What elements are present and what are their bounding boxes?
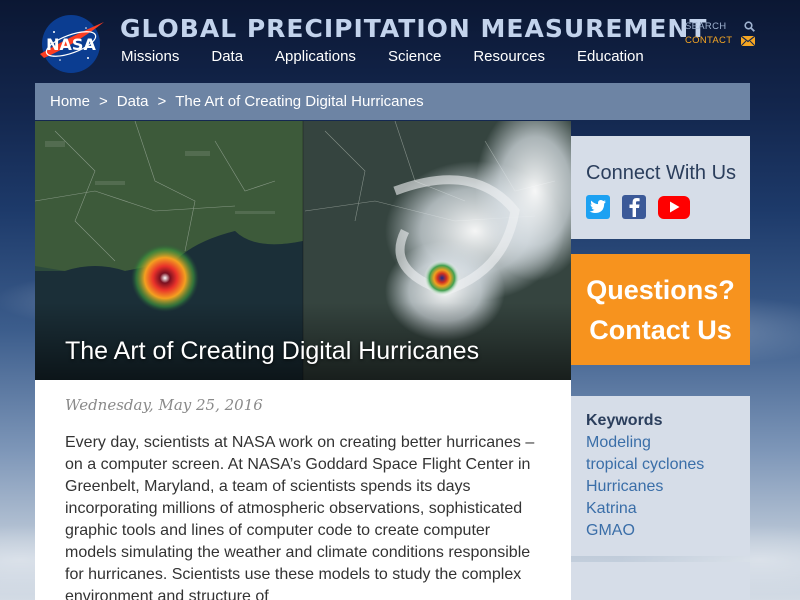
nav-data[interactable]: Data xyxy=(211,48,244,65)
breadcrumb-separator: > xyxy=(157,93,167,110)
search-icon[interactable] xyxy=(744,21,755,32)
site-title[interactable]: GLOBAL PRECIPITATION MEASUREMENT xyxy=(120,14,708,43)
nasa-logo[interactable]: NASA xyxy=(36,14,106,74)
article-title: The Art of Creating Digital Hurricanes xyxy=(65,337,480,365)
site-header: NASA GLOBAL PRECIPITATION MEASUREMENT Mi… xyxy=(0,0,800,82)
connect-title: Connect With Us xyxy=(586,162,737,184)
breadcrumb: Home > Data > The Art of Creating Digita… xyxy=(35,83,750,120)
breadcrumb-home[interactable]: Home xyxy=(50,93,91,110)
search-link[interactable]: SEARCH xyxy=(685,21,727,32)
keywords-panel: Keywords Modeling tropical cyclones Hurr… xyxy=(571,396,750,556)
nav-missions[interactable]: Missions xyxy=(121,48,180,65)
keyword-link[interactable]: GMAO xyxy=(586,522,635,539)
contact-link[interactable]: CONTACT xyxy=(685,35,733,46)
sidebar-panel xyxy=(571,562,750,600)
nav-resources[interactable]: Resources xyxy=(473,48,546,65)
breadcrumb-data[interactable]: Data xyxy=(116,93,149,110)
keywords-title: Keywords xyxy=(586,412,663,429)
keyword-link[interactable]: tropical cyclones xyxy=(586,456,705,473)
main-nav: Missions Data Applications Science Resou… xyxy=(121,48,676,65)
nav-applications[interactable]: Applications xyxy=(275,48,356,65)
breadcrumb-current: The Art of Creating Digital Hurricanes xyxy=(175,93,424,110)
facebook-icon[interactable] xyxy=(622,195,646,219)
nasa-logo-text: NASA xyxy=(46,35,96,54)
keyword-link[interactable]: Katrina xyxy=(586,500,637,517)
keyword-link[interactable]: Modeling xyxy=(586,434,651,451)
nav-education[interactable]: Education xyxy=(577,48,644,65)
breadcrumb-separator: > xyxy=(99,93,108,110)
envelope-icon[interactable] xyxy=(741,35,755,46)
article-date: Wednesday, May 25, 2016 xyxy=(65,396,263,414)
utility-links: SEARCH CONTACT xyxy=(685,20,755,48)
youtube-icon[interactable] xyxy=(658,195,690,219)
hurricane-satellite-image xyxy=(35,121,571,380)
hero-image: The Art of Creating Digital Hurricanes xyxy=(35,121,571,380)
twitter-icon[interactable] xyxy=(586,195,610,219)
keyword-link[interactable]: Hurricanes xyxy=(586,478,664,495)
article-content: Wednesday, May 25, 2016 Every day, scien… xyxy=(35,380,571,600)
connect-with-us-panel: Connect With Us xyxy=(571,136,750,239)
contact-us-label: Contact Us xyxy=(589,314,732,345)
questions-contact-us-button[interactable]: Questions? Contact Us xyxy=(571,254,750,365)
nav-science[interactable]: Science xyxy=(387,48,442,65)
article-body: Every day, scientists at NASA work on cr… xyxy=(65,434,535,600)
social-links xyxy=(586,195,750,219)
questions-label: Questions? xyxy=(586,274,735,305)
